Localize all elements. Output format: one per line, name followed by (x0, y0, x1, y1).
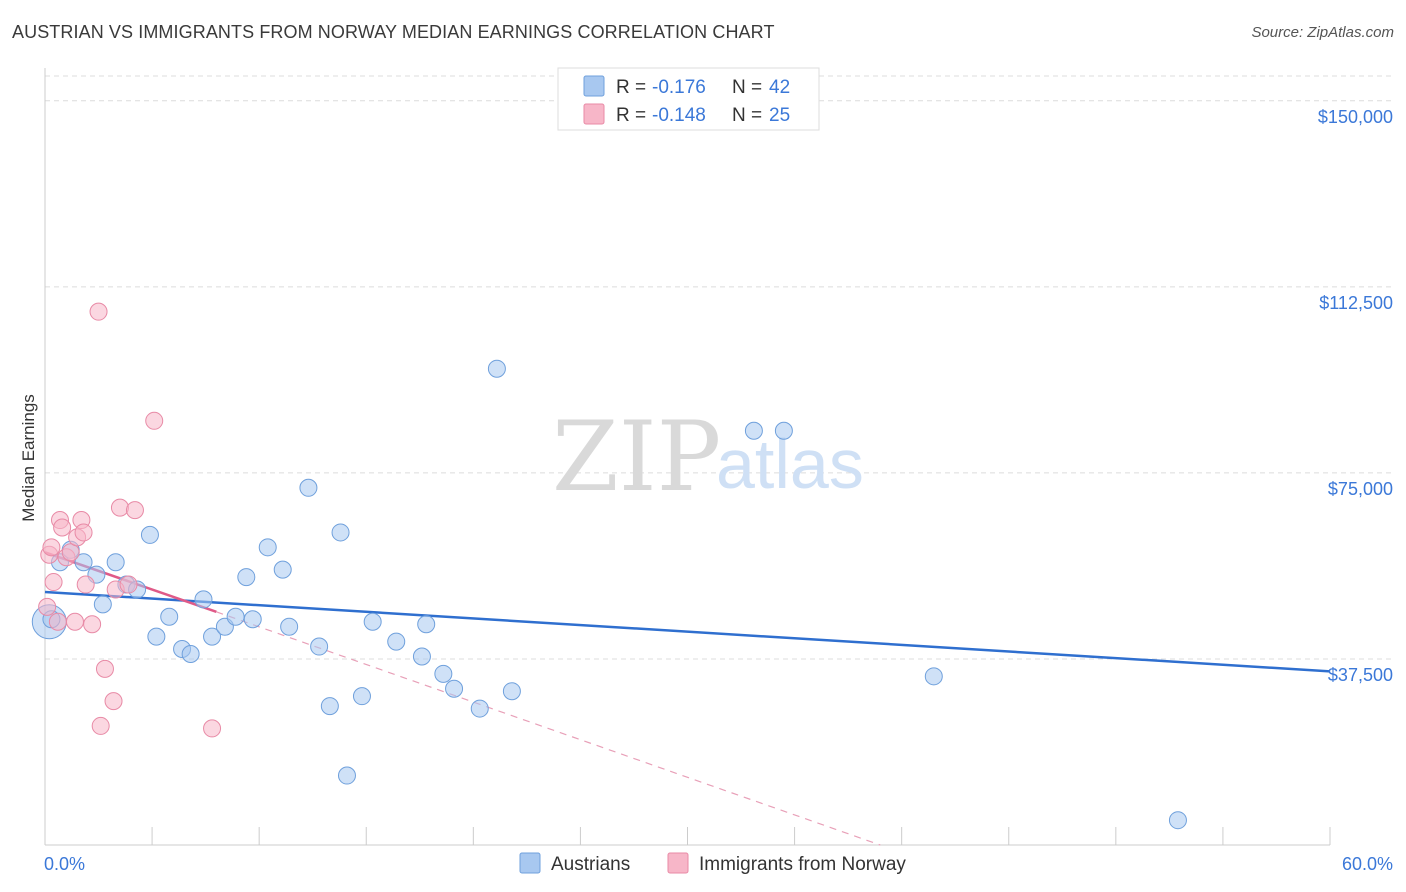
legend: R = -0.176 N = 42 R = -0.148 N = 25 (557, 67, 820, 131)
point-austrians (445, 679, 464, 698)
point-austrians (106, 553, 125, 572)
point-norway (203, 719, 222, 738)
point-austrians (310, 637, 329, 656)
y-tick-labels: $37,500 $75,000 $112,500 $150,000 (1318, 107, 1393, 685)
point-austrians (924, 667, 943, 686)
point-austrians (1168, 811, 1187, 830)
y-axis-title: Median Earnings (19, 394, 38, 522)
point-norway (125, 501, 144, 520)
point-norway (83, 615, 102, 634)
point-norway (48, 612, 67, 631)
point-norway (145, 411, 164, 430)
y-tick-label: $75,000 (1328, 479, 1393, 499)
point-norway (42, 538, 61, 557)
point-norway (76, 575, 95, 594)
point-austrians (243, 610, 262, 629)
source-label: Source: ZipAtlas.com (1251, 24, 1394, 41)
point-norway (65, 612, 84, 631)
watermark-atlas: atlas (716, 425, 864, 503)
point-austrians (93, 595, 112, 614)
point-austrians (140, 525, 159, 544)
point-norway (110, 498, 129, 517)
legend-r-value: -0.148 (652, 105, 706, 126)
point-norway (53, 518, 72, 537)
point-austrians (363, 612, 382, 631)
point-norway (95, 659, 114, 678)
point-austrians (417, 615, 436, 634)
point-austrians (203, 627, 222, 646)
legend-n-label: N = (732, 105, 762, 126)
point-austrians (181, 644, 200, 663)
legend-n-value: 25 (769, 105, 790, 126)
point-austrians (320, 697, 339, 716)
point-austrians (412, 647, 431, 666)
y-tick-label: $112,500 (1319, 293, 1393, 313)
point-austrians (352, 687, 371, 706)
bottom-legend-swatch (667, 852, 689, 874)
point-norway (89, 302, 108, 321)
point-austrians (273, 560, 292, 579)
point-austrians (147, 627, 166, 646)
point-austrians (237, 568, 256, 587)
x-tick-label: 60.0% (1342, 854, 1393, 874)
trend-lines (44, 551, 1331, 846)
legend-r-label: R = (616, 105, 646, 126)
watermark: ZIP atlas (552, 401, 864, 513)
point-austrians (258, 538, 277, 557)
point-norway (104, 692, 123, 711)
point-austrians (299, 478, 318, 497)
point-austrians (226, 607, 245, 626)
legend-r-value: -0.176 (652, 77, 706, 98)
point-norway (119, 575, 138, 594)
axes (44, 68, 1331, 846)
legend-swatch (583, 103, 605, 125)
chart-title: AUSTRIAN VS IMMIGRANTS FROM NORWAY MEDIA… (12, 22, 775, 42)
point-austrians (194, 590, 213, 609)
x-tick-label: 0.0% (44, 854, 85, 874)
point-austrians (434, 664, 453, 683)
point-austrians (337, 766, 356, 785)
bottom-legend-label: Austrians (551, 854, 630, 875)
watermark-zip: ZIP (552, 401, 721, 513)
point-austrians (280, 617, 299, 636)
legend-n-value: 42 (769, 77, 790, 98)
bottom-legend: Austrians Immigrants from Norway (519, 852, 906, 875)
point-austrians (331, 523, 350, 542)
data-points (31, 302, 1187, 830)
point-norway (74, 523, 93, 542)
point-austrians (74, 553, 93, 572)
legend-swatch (583, 75, 605, 97)
point-austrians (387, 632, 406, 651)
point-austrians (160, 607, 179, 626)
x-tick-labels: 0.0% 60.0% (44, 854, 1393, 874)
bottom-legend-label: Immigrants from Norway (699, 854, 906, 875)
y-tick-label: $150,000 (1318, 107, 1393, 127)
bottom-legend-swatch (519, 852, 541, 874)
point-austrians (470, 699, 489, 718)
point-norway (61, 543, 80, 562)
trend-line-austrians (44, 590, 1331, 673)
legend-n-label: N = (732, 77, 762, 98)
point-austrians (487, 359, 506, 378)
point-austrians (744, 421, 763, 440)
point-norway (38, 597, 57, 616)
y-tick-label: $37,500 (1328, 665, 1393, 685)
legend-r-label: R = (616, 77, 646, 98)
point-norway (44, 573, 63, 592)
point-austrians (774, 421, 793, 440)
point-norway (91, 716, 110, 735)
point-austrians (502, 682, 521, 701)
